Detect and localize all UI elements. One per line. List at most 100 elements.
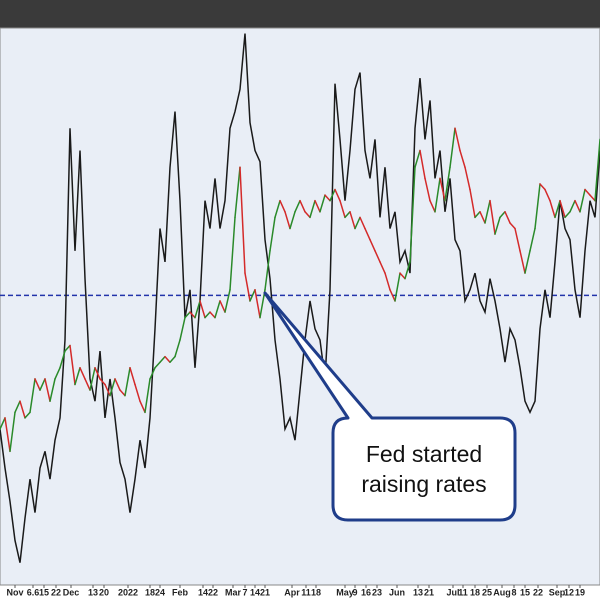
- indicator-segment: [559, 199, 566, 219]
- indicator-segment: [174, 339, 181, 358]
- indicator-segment: [99, 378, 106, 386]
- indicator-segment: [139, 400, 146, 414]
- indicator-segment: [84, 378, 91, 391]
- x-tick-label: 13: [413, 587, 423, 597]
- indicator-segment: [439, 177, 446, 202]
- indicator-segment: [564, 211, 571, 219]
- x-tick-label: 18: [145, 587, 155, 597]
- indicator-segment: [114, 378, 121, 391]
- x-tick-label: 11: [301, 587, 311, 597]
- indicator-segment: [314, 199, 321, 213]
- x-tick-label: 13: [88, 587, 98, 597]
- x-tick-label: 21: [260, 587, 270, 597]
- indicator-segment: [269, 216, 276, 252]
- indicator-segment: [179, 316, 186, 341]
- indicator-segment: [239, 166, 246, 274]
- indicator-segment: [474, 211, 481, 219]
- indicator-segment: [134, 383, 141, 402]
- indicator-segment: [549, 199, 556, 219]
- indicator-segment: [59, 350, 66, 369]
- x-tick-label: Sep: [549, 587, 566, 597]
- x-tick-label: Jun: [389, 587, 405, 597]
- indicator-segment: [509, 222, 516, 230]
- indicator-segment: [334, 188, 341, 202]
- indicator-segment: [89, 367, 96, 391]
- price-line: [0, 33, 600, 563]
- indicator-segment: [359, 216, 366, 230]
- indicator-segment: [34, 378, 41, 391]
- indicator-segment: [9, 411, 16, 453]
- indicator-segment: [234, 166, 241, 219]
- indicator-segment: [394, 272, 401, 302]
- indicator-segment: [109, 378, 116, 397]
- x-tick-label: 2022: [118, 587, 138, 597]
- indicator-segment: [264, 250, 271, 291]
- x-tick-label: 15: [520, 587, 530, 597]
- indicator-segment: [489, 199, 496, 235]
- indicator-segment: [529, 227, 536, 252]
- indicator-segment: [384, 272, 391, 291]
- indicator-segment: [209, 311, 216, 319]
- indicator-segment: [399, 272, 406, 280]
- indicator-segment: [289, 211, 296, 230]
- indicator-segment: [254, 289, 261, 319]
- indicator-segment: [379, 261, 386, 274]
- x-tick-label: 18: [311, 587, 321, 597]
- indicator-segment: [169, 355, 176, 363]
- indicator-segment: [159, 355, 166, 363]
- x-tick-label: 21: [424, 587, 434, 597]
- indicator-segment: [534, 183, 541, 230]
- x-tick-label: Aug: [493, 587, 511, 597]
- indicator-segment: [119, 389, 126, 397]
- indicator-segment: [544, 188, 551, 202]
- indicator-segment: [494, 216, 501, 235]
- indicator-segment: [294, 199, 301, 213]
- indicator-segment: [0, 417, 6, 430]
- indicator-segment: [49, 378, 56, 402]
- indicator-segment: [514, 227, 521, 252]
- indicator-segment: [184, 311, 191, 319]
- indicator-segment: [39, 378, 46, 391]
- indicator-segment: [389, 289, 396, 302]
- indicator-segment: [224, 289, 231, 313]
- indicator-segment: [374, 250, 381, 263]
- x-tick-label: 22: [51, 587, 61, 597]
- indicator-segment: [124, 367, 131, 397]
- indicator-segment: [594, 138, 600, 202]
- indicator-segment: [309, 199, 316, 219]
- x-tick-label: May: [336, 587, 354, 597]
- indicator-segment: [449, 127, 456, 168]
- indicator-segment: [24, 411, 31, 419]
- indicator-segment: [414, 149, 421, 168]
- indicator-segment: [424, 177, 431, 202]
- indicator-segment: [229, 216, 236, 291]
- indicator-segment: [584, 188, 591, 196]
- x-tick-label: Nov: [6, 587, 23, 597]
- indicator-segment: [319, 194, 326, 213]
- indicator-segment: [154, 361, 161, 369]
- indicator-segment: [484, 199, 491, 224]
- x-tick-label: Apr: [284, 587, 300, 597]
- indicator-segment: [189, 311, 196, 319]
- x-tick-label: 22: [533, 587, 543, 597]
- indicator-segment: [14, 400, 21, 414]
- indicator-segment: [44, 378, 51, 402]
- indicator-segment: [19, 400, 26, 419]
- x-tick-label: 22: [208, 587, 218, 597]
- indicator-segment: [344, 211, 351, 219]
- indicator-segment: [434, 177, 441, 213]
- indicator-segment: [504, 211, 511, 224]
- indicator-segment: [249, 289, 256, 302]
- top-bar: [0, 0, 600, 28]
- indicator-segment: [324, 194, 331, 202]
- indicator-segment: [94, 367, 101, 380]
- x-tick-label: 20: [99, 587, 109, 597]
- x-tick-label: Jul: [446, 587, 459, 597]
- indicator-segment: [454, 127, 461, 152]
- indicator-segment: [519, 250, 526, 274]
- x-tick-label: 24: [155, 587, 165, 597]
- indicator-segment: [284, 211, 291, 230]
- indicator-segment: [64, 344, 71, 352]
- callout-box: [263, 291, 517, 522]
